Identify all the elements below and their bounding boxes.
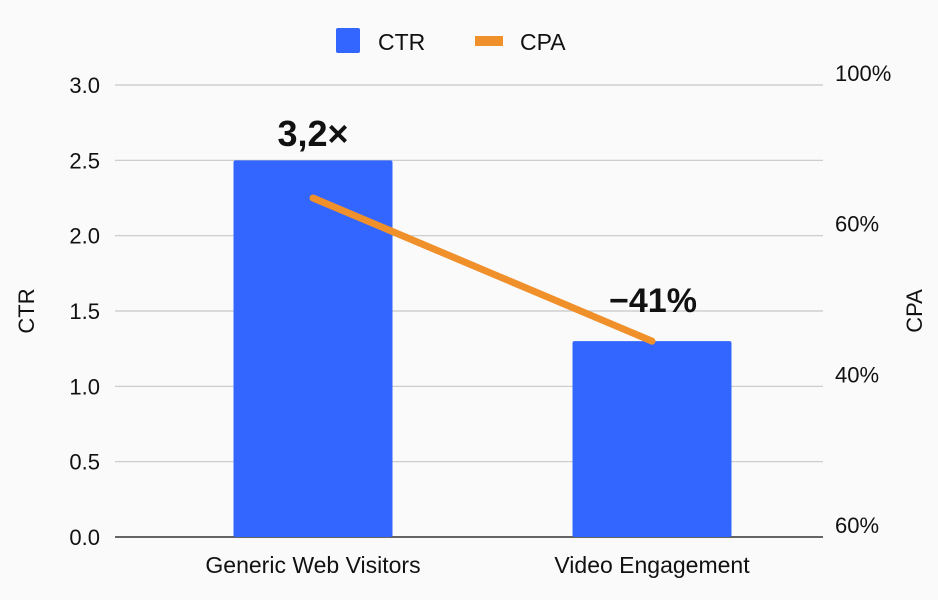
left-tick-label: 1.5 — [69, 299, 100, 324]
x-tick-label: Video Engagement — [554, 552, 750, 578]
left-tick-label: 0.0 — [69, 525, 100, 550]
annotation-cpa-drop: −41% — [609, 282, 697, 320]
left-axis-label: CTR — [14, 288, 39, 333]
left-tick-label: 2.0 — [69, 224, 100, 249]
bar-ctr — [572, 341, 732, 537]
x-axis-ticks: Generic Web Visitors Video Engagement — [205, 552, 750, 578]
left-tick-label: 0.5 — [69, 450, 100, 475]
bar-ctr — [233, 160, 393, 538]
right-axis-ticks: 100% 60% 40% 60% — [835, 61, 891, 538]
right-axis-label: CPA — [902, 289, 927, 333]
left-tick-label: 2.5 — [69, 148, 100, 173]
left-tick-label: 1.0 — [69, 374, 100, 399]
bars — [233, 160, 732, 538]
left-tick-label: 3.0 — [69, 73, 100, 98]
legend: CTR CPA — [336, 28, 566, 55]
cpa-line — [309, 194, 656, 345]
x-tick-label: Generic Web Visitors — [205, 552, 420, 578]
left-axis-ticks: 0.0 0.5 1.0 1.5 2.0 2.5 3.0 — [69, 73, 100, 550]
right-tick-label: 100% — [835, 61, 891, 86]
legend-label-ctr: CTR — [378, 29, 425, 55]
right-tick-label: 60% — [835, 212, 879, 237]
legend-label-cpa: CPA — [520, 29, 566, 55]
annotation-ctr-uplift: 3,2× — [277, 113, 348, 154]
right-tick-label: 60% — [835, 513, 879, 538]
cpa-line-group — [309, 194, 656, 345]
legend-swatch-ctr — [336, 28, 360, 53]
legend-swatch-cpa — [475, 36, 503, 46]
right-tick-label: 40% — [835, 362, 879, 387]
